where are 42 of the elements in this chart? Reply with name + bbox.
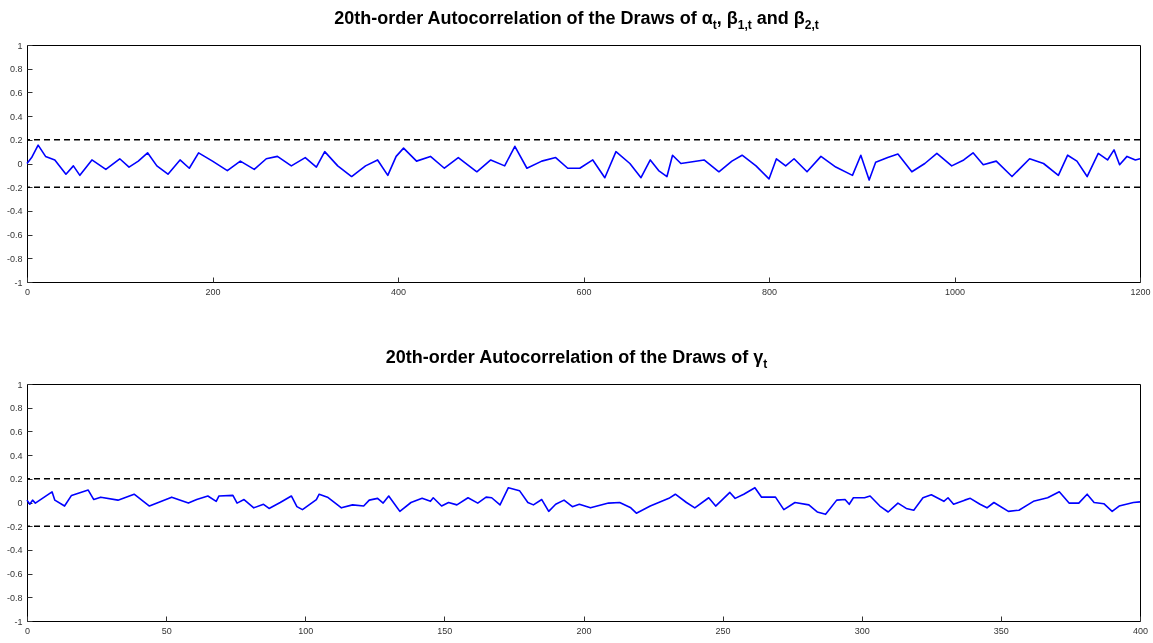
y-tick-label: 0.4 [9, 450, 23, 461]
x-tick-label: 350 [993, 625, 1009, 636]
x-tick-label: 150 [437, 625, 453, 636]
x-tick-label: 0 [24, 286, 31, 297]
x-tick-label: 400 [390, 286, 407, 297]
x-tick-label: 100 [298, 625, 314, 636]
y-tick-label: 0.2 [9, 135, 23, 146]
y-tick-label: -0.8 [6, 253, 23, 264]
y-tick-label: -0.8 [6, 592, 23, 603]
x-tick-label: 400 [1132, 625, 1149, 636]
y-tick-label: 0.2 [9, 474, 23, 485]
y-tick-label: 1 [17, 379, 23, 390]
x-tick-label: 300 [854, 625, 870, 636]
x-tick-label: 200 [205, 286, 221, 297]
line-series [26, 144, 1141, 181]
chart-title: 20th-order Autocorrelation of the Draws of α$_{t}$, β$_{1,t}$ and β$_{2,t}$ [333, 7, 820, 34]
y-tick-label: 0 [17, 159, 23, 169]
x-tick-label: 250 [715, 625, 731, 636]
y-tick-label: -0.2 [6, 182, 23, 193]
y-tick-label: -0.2 [6, 521, 23, 532]
y-tick-label: 0.4 [9, 111, 23, 122]
y-tick-label: 0.8 [9, 64, 23, 75]
x-tick-label: 1200 [1130, 286, 1151, 297]
x-tick-label: 600 [576, 286, 592, 297]
y-tick-label: -0.4 [6, 545, 23, 556]
x-tick-label: 200 [576, 625, 592, 636]
y-tick-label: 1 [17, 40, 23, 51]
line-series [26, 486, 1141, 516]
x-tick-label: 1000 [944, 286, 966, 297]
y-tick-label: -0.6 [6, 230, 23, 241]
y-tick-label: 0 [17, 498, 23, 508]
x-tick-label: 50 [161, 625, 172, 636]
y-tick-label: -1 [14, 277, 23, 288]
y-tick-label: -0.4 [6, 206, 23, 217]
chart-title: 20th-order Autocorrelation of the Draws of γ$_{t}$ [384, 346, 769, 373]
y-tick-label: -1 [14, 616, 23, 627]
x-tick-label: 800 [761, 286, 778, 297]
x-tick-label: 0 [24, 625, 31, 636]
y-tick-label: 0.6 [9, 87, 23, 98]
y-tick-label: 0.8 [9, 403, 23, 414]
y-tick-label: 0.6 [9, 426, 23, 437]
y-tick-label: -0.6 [6, 569, 23, 580]
